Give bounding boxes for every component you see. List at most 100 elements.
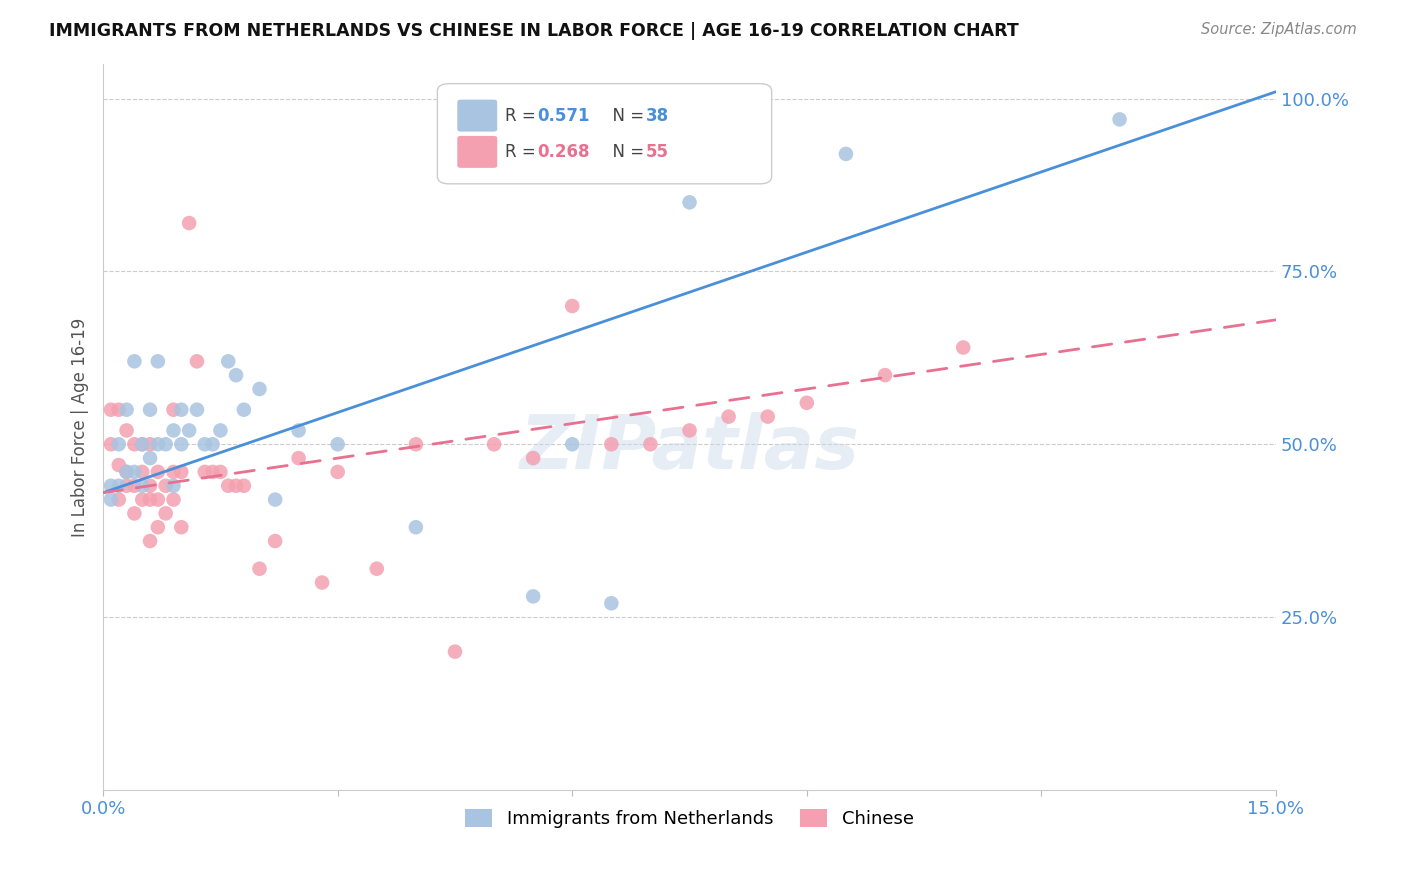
Point bbox=[444, 645, 467, 659]
Point bbox=[146, 354, 169, 368]
Text: IMMIGRANTS FROM NETHERLANDS VS CHINESE IN LABOR FORCE | AGE 16-19 CORRELATION CH: IMMIGRANTS FROM NETHERLANDS VS CHINESE I… bbox=[49, 22, 1019, 40]
Point bbox=[366, 562, 388, 576]
Point bbox=[139, 492, 162, 507]
Point bbox=[209, 424, 232, 438]
FancyBboxPatch shape bbox=[437, 84, 772, 184]
Point bbox=[225, 368, 247, 383]
Point bbox=[952, 341, 974, 355]
Point bbox=[131, 492, 153, 507]
Point bbox=[249, 562, 271, 576]
Point bbox=[107, 437, 129, 451]
Point bbox=[264, 534, 287, 549]
Point bbox=[249, 382, 271, 396]
Point bbox=[155, 437, 177, 451]
Point bbox=[217, 479, 239, 493]
Text: R =: R = bbox=[505, 107, 541, 125]
Point bbox=[287, 424, 309, 438]
Point bbox=[600, 596, 623, 610]
Point bbox=[100, 402, 122, 417]
Point bbox=[162, 479, 184, 493]
Point bbox=[146, 492, 169, 507]
Point bbox=[100, 479, 122, 493]
Point bbox=[131, 437, 153, 451]
Point bbox=[186, 402, 208, 417]
Point bbox=[405, 520, 427, 534]
Point bbox=[131, 465, 153, 479]
Point bbox=[194, 437, 217, 451]
Point bbox=[217, 354, 239, 368]
Point bbox=[326, 465, 349, 479]
Point bbox=[139, 479, 162, 493]
FancyBboxPatch shape bbox=[457, 136, 498, 168]
Point bbox=[873, 368, 896, 383]
Point bbox=[107, 492, 129, 507]
Point bbox=[600, 437, 623, 451]
Point bbox=[124, 354, 146, 368]
Point bbox=[561, 299, 583, 313]
Point bbox=[170, 402, 193, 417]
Point bbox=[115, 424, 138, 438]
Point bbox=[139, 534, 162, 549]
Point bbox=[640, 437, 662, 451]
Point bbox=[162, 465, 184, 479]
Point bbox=[225, 479, 247, 493]
Point bbox=[115, 465, 138, 479]
Point bbox=[209, 465, 232, 479]
Text: ZIPatlas: ZIPatlas bbox=[520, 412, 859, 485]
Point bbox=[287, 451, 309, 466]
Point bbox=[1108, 112, 1130, 127]
Point bbox=[162, 492, 184, 507]
Point bbox=[170, 437, 193, 451]
FancyBboxPatch shape bbox=[457, 100, 498, 131]
Point bbox=[179, 424, 201, 438]
Point bbox=[201, 437, 224, 451]
Text: 55: 55 bbox=[647, 143, 669, 161]
Point bbox=[107, 458, 129, 472]
Point bbox=[115, 465, 138, 479]
Point bbox=[146, 520, 169, 534]
Point bbox=[756, 409, 779, 424]
Point bbox=[124, 479, 146, 493]
Point bbox=[155, 507, 177, 521]
Point bbox=[482, 437, 505, 451]
Point bbox=[186, 354, 208, 368]
Point bbox=[100, 437, 122, 451]
Point bbox=[162, 402, 184, 417]
Point bbox=[155, 479, 177, 493]
Text: N =: N = bbox=[602, 107, 650, 125]
Legend: Immigrants from Netherlands, Chinese: Immigrants from Netherlands, Chinese bbox=[458, 802, 921, 835]
Point bbox=[115, 479, 138, 493]
Point bbox=[179, 216, 201, 230]
Point bbox=[678, 424, 700, 438]
Point bbox=[131, 437, 153, 451]
Point bbox=[561, 437, 583, 451]
Point bbox=[170, 520, 193, 534]
Text: 38: 38 bbox=[647, 107, 669, 125]
Point bbox=[405, 437, 427, 451]
Point bbox=[232, 479, 254, 493]
Point bbox=[311, 575, 333, 590]
Point bbox=[139, 437, 162, 451]
Text: 0.571: 0.571 bbox=[537, 107, 589, 125]
Point bbox=[194, 465, 217, 479]
Point bbox=[162, 424, 184, 438]
Point bbox=[115, 402, 138, 417]
Text: Source: ZipAtlas.com: Source: ZipAtlas.com bbox=[1201, 22, 1357, 37]
Y-axis label: In Labor Force | Age 16-19: In Labor Force | Age 16-19 bbox=[72, 318, 89, 537]
Text: R =: R = bbox=[505, 143, 541, 161]
Point bbox=[131, 479, 153, 493]
Point bbox=[170, 465, 193, 479]
Point bbox=[522, 590, 544, 604]
Point bbox=[124, 465, 146, 479]
Point bbox=[201, 465, 224, 479]
Point bbox=[139, 451, 162, 466]
Point bbox=[146, 437, 169, 451]
Point bbox=[522, 451, 544, 466]
Point bbox=[835, 147, 858, 161]
Point bbox=[100, 492, 122, 507]
Point bbox=[232, 402, 254, 417]
Point bbox=[326, 437, 349, 451]
Point bbox=[107, 479, 129, 493]
Text: N =: N = bbox=[602, 143, 650, 161]
Point bbox=[717, 409, 740, 424]
